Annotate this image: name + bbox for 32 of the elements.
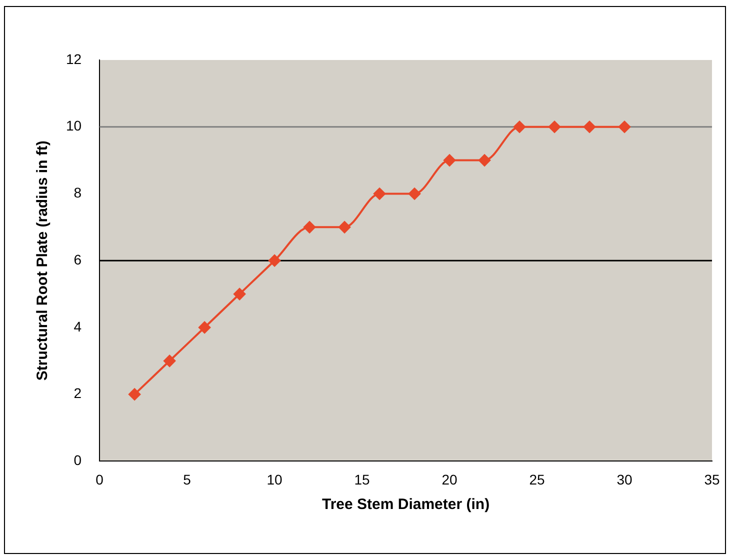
point: [338, 221, 351, 234]
point: [408, 188, 421, 200]
x-tick-label: 5: [183, 471, 192, 488]
point: [304, 221, 316, 234]
point: [164, 354, 176, 367]
y-tick-label: 0: [74, 452, 82, 468]
y-tick-label: 4: [74, 318, 82, 334]
y-tick-label: 12: [66, 50, 82, 67]
x-tick-label: 30: [616, 471, 633, 488]
x-axis-title: Tree Stem Diameter (in): [322, 496, 490, 514]
point: [478, 154, 491, 166]
x-tick-label: 10: [266, 471, 283, 488]
y-tick-label: 10: [66, 118, 82, 134]
point: [374, 188, 386, 200]
point: [444, 154, 456, 166]
x-tick-label: 20: [442, 471, 458, 488]
y-axis-title: Structural Root Plate (radius in ft): [34, 140, 52, 381]
point: [234, 288, 246, 300]
x-tick-label: 35: [704, 471, 720, 488]
point: [584, 120, 596, 133]
x-tick-label: 15: [354, 471, 370, 488]
y-tick-label: 8: [74, 184, 82, 201]
point: [514, 120, 526, 133]
x-tick-label: 0: [96, 471, 104, 488]
point: [268, 254, 281, 267]
x-tick-label: 25: [529, 471, 546, 488]
point: [548, 120, 561, 133]
point: [128, 388, 141, 400]
point: [198, 321, 211, 334]
y-tick-label: 2: [74, 385, 82, 402]
point: [618, 120, 631, 133]
y-tick-label: 6: [74, 251, 82, 268]
